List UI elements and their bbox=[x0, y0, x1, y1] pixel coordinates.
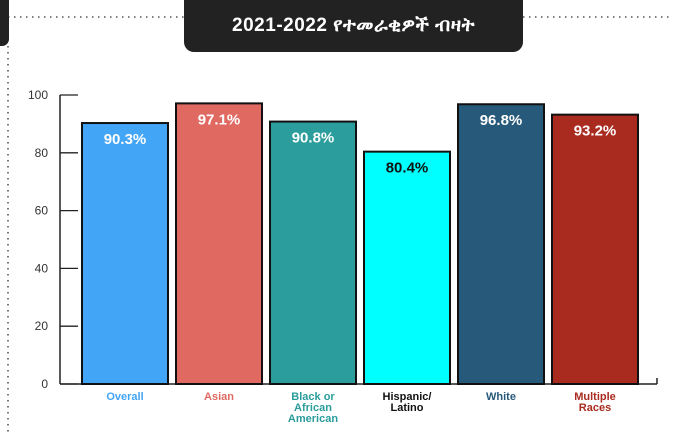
y-tick-label: 100 bbox=[28, 88, 48, 102]
bar-value-label: 96.8% bbox=[480, 112, 523, 129]
x-tick-label: Hispanic/Latino bbox=[383, 391, 432, 414]
bar-value-label: 93.2% bbox=[574, 123, 617, 140]
corner-tab bbox=[0, 0, 9, 46]
y-tick-label: 40 bbox=[35, 261, 49, 275]
bar-value-label: 90.3% bbox=[104, 131, 147, 148]
y-tick-label: 60 bbox=[35, 204, 49, 218]
bar-value-label: 97.1% bbox=[198, 111, 241, 128]
bar-value-label: 80.4% bbox=[386, 160, 429, 177]
x-tick-label: Black or African American bbox=[288, 391, 338, 425]
x-tick-label: White bbox=[486, 391, 516, 403]
bars: 90.3% 97.1% 90.8% 80.4% 96.8% 93.2% bbox=[81, 102, 639, 386]
x-axis-labels: Overall Asian Black or African American Hispa… bbox=[106, 391, 615, 425]
bar bbox=[363, 150, 451, 385]
chart-title: 2021-2022 የተመራቂዎች ብዛት bbox=[184, 0, 523, 52]
bar bbox=[175, 102, 263, 385]
x-tick-label: Asian bbox=[204, 391, 234, 403]
y-tick-label: 20 bbox=[35, 319, 49, 333]
x-tick-label: Overall bbox=[106, 391, 143, 403]
bar bbox=[269, 120, 357, 385]
x-tick-label: Multiple Races bbox=[574, 391, 616, 414]
y-tick-label: 80 bbox=[35, 146, 49, 160]
bar-value-label: 90.8% bbox=[292, 130, 335, 147]
bar bbox=[81, 122, 169, 386]
y-tick-label: 0 bbox=[41, 377, 48, 391]
bar bbox=[457, 103, 545, 386]
bar bbox=[551, 113, 639, 385]
